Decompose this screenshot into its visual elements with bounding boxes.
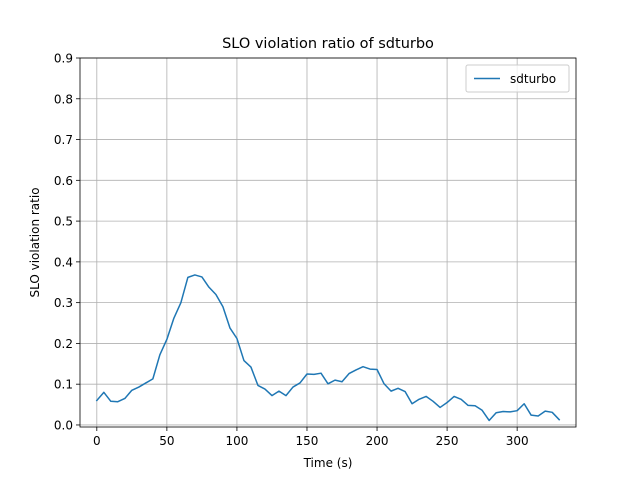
y-axis-label: SLO violation ratio <box>28 187 42 297</box>
chart-title: SLO violation ratio of sdturbo <box>222 36 434 52</box>
plot-frame <box>79 57 577 428</box>
legend-label-sdturbo: sdturbo <box>510 72 556 86</box>
x-tick-label: 200 <box>366 434 389 448</box>
y-tick-label: 0.4 <box>54 255 73 269</box>
x-tick-label: 50 <box>159 434 174 448</box>
x-tick-label: 300 <box>506 434 529 448</box>
y-tick-label: 0.6 <box>54 174 73 188</box>
x-tick-label: 250 <box>436 434 459 448</box>
y-tick-label: 0.0 <box>54 418 73 432</box>
y-tick-label: 0.9 <box>54 52 73 66</box>
x-tick-label: 150 <box>296 434 319 448</box>
axis-ticks: 0 50 100 150 200 250 300 0.0 0.1 0.2 0.3 0.4 0.5 0.6 0… <box>54 52 529 449</box>
series-line-sdturbo <box>95 274 561 422</box>
legend: sdturbo <box>465 64 570 93</box>
y-tick-label: 0.7 <box>54 133 73 147</box>
x-tick-label: 0 <box>93 434 101 448</box>
x-axis-label: Time (s) <box>303 456 353 470</box>
y-tick-label: 0.1 <box>54 378 73 392</box>
legend-box <box>465 64 570 93</box>
y-tick-label: 0.3 <box>54 296 73 310</box>
y-tick-label: 0.8 <box>54 92 73 106</box>
x-tick-label: 100 <box>225 434 248 448</box>
series-layer <box>95 274 561 422</box>
y-tick-label: 0.5 <box>54 215 73 229</box>
y-tick-label: 0.2 <box>54 337 73 351</box>
